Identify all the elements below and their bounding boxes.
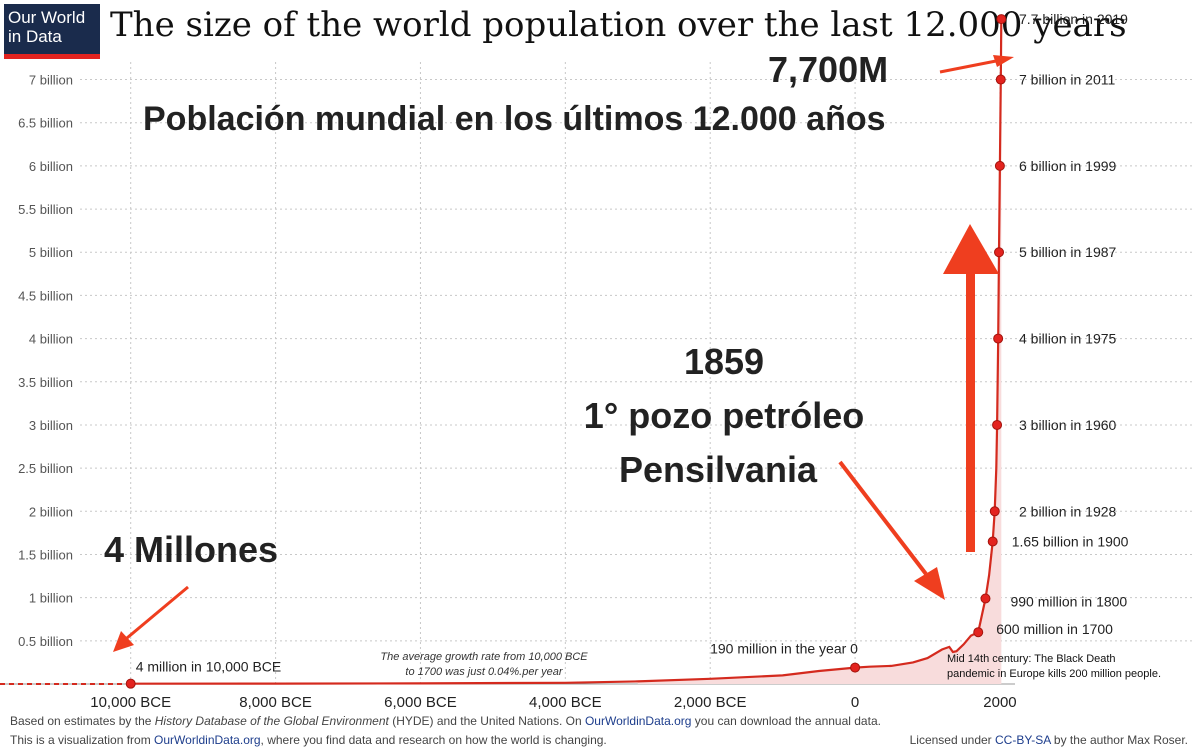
footer-license-link[interactable]: CC-BY-SA <box>995 733 1051 747</box>
y-tick-label: 4.5 billion <box>18 288 73 303</box>
annotation-growth-line-2: to 1700 was just 0.04%.per year <box>405 666 563 678</box>
logo-line-1: Our World <box>8 8 86 27</box>
footer-text-1b: (HYDE) and the United Nations. On <box>388 714 585 728</box>
data-point <box>987 536 998 547</box>
data-label: 7 billion in 2011 <box>1019 72 1115 88</box>
footer-link-owid-2[interactable]: OurWorldinData.org <box>154 733 261 747</box>
x-tick-labels: 10,000 BCE 8,000 BCE 6,000 BCE 4,000 BCE 2,0… <box>90 694 1016 711</box>
x-tick-label: 2000 <box>983 694 1016 711</box>
arrow-to-2019-shaft <box>939 59 997 74</box>
logo-line-2: in Data <box>8 27 62 46</box>
y-tick-label: 3.5 billion <box>18 375 73 390</box>
annotation-plague-line-1: Mid 14th century: The Black Death <box>947 653 1116 665</box>
y-tick-label: 0.5 billion <box>18 634 73 649</box>
y-tick-label: 5 billion <box>29 245 73 260</box>
data-label: 190 million in the year 0 <box>710 641 858 657</box>
y-tick-label: 7 billion <box>29 73 73 88</box>
footer-hyde-name: History Database of the Global Environme… <box>154 714 389 728</box>
data-point <box>973 627 984 638</box>
data-label: 6 billion in 1999 <box>1019 158 1117 174</box>
x-tick-label: 0 <box>851 694 859 711</box>
data-label: 2 billion in 1928 <box>1019 503 1117 519</box>
data-label: 990 million in 1800 <box>1010 594 1127 610</box>
y-tick-label: 3 billion <box>29 418 73 433</box>
arrow-up-head <box>943 224 999 274</box>
annotation-growth-line-1: The average growth rate from 10,000 BCE <box>380 651 588 663</box>
arrow-oil-shaft <box>838 460 928 576</box>
arrow-start-head <box>113 631 134 652</box>
footer-text-2b: , where you find data and research on ho… <box>260 733 607 747</box>
data-label: 3 billion in 1960 <box>1019 417 1117 433</box>
chart-title: The size of the world population over th… <box>110 5 1127 45</box>
owid-logo: Our World in Data <box>4 4 100 59</box>
y-tick-labels: 0.5 billion 1 billion 1.5 billion 2 billion… <box>18 73 73 649</box>
data-point <box>993 333 1004 344</box>
footer-visualization: This is a visualization from OurWorldinD… <box>10 733 607 747</box>
arrow-start-shaft <box>126 585 189 640</box>
footer-source: Based on estimates by the History Databa… <box>10 714 881 728</box>
footer-license-b: by the author Max Roser. <box>1050 733 1188 747</box>
x-tick-label: 6,000 BCE <box>384 694 457 711</box>
x-tick-label: 2,000 BCE <box>674 694 747 711</box>
overlay-start-value: 4 Millones <box>104 529 278 570</box>
arrow-to-2019-head <box>993 55 1014 67</box>
data-label: 5 billion in 1987 <box>1019 244 1117 260</box>
x-tick-label: 4,000 BCE <box>529 694 602 711</box>
footer-text-1a: Based on estimates by the <box>10 714 155 728</box>
y-tick-label: 4 billion <box>29 332 73 347</box>
grid-lines <box>0 62 1195 685</box>
x-tick-label: 10,000 BCE <box>90 694 171 711</box>
overlay-big-value: 7,700M <box>768 49 888 90</box>
overlay-oil-year: 1859 <box>684 341 764 382</box>
footer-link-owid-1[interactable]: OurWorldinData.org <box>584 714 692 728</box>
arrow-up-shaft <box>966 272 975 552</box>
data-label: 4 million in 10,000 BCE <box>136 659 282 675</box>
footer-license-a: Licensed under <box>909 733 996 747</box>
data-point <box>994 247 1005 258</box>
annotation-plague-line-2: pandemic in Europe kills 200 million peo… <box>947 668 1161 680</box>
data-point <box>994 160 1005 171</box>
y-tick-label: 1.5 billion <box>18 547 73 562</box>
footer-license: Licensed under CC-BY-SA by the author Ma… <box>910 733 1188 747</box>
data-point <box>980 593 991 604</box>
footer-text-1c: you can download the annual data. <box>691 714 881 728</box>
data-label: 7.7 billion in 2019 <box>1019 11 1128 27</box>
overlay-oil-well: 1° pozo petróleo <box>584 395 864 436</box>
data-point <box>989 506 1000 517</box>
data-point <box>992 419 1003 430</box>
data-label: 1.65 billion in 1900 <box>1012 534 1129 550</box>
footer-text-2a: This is a visualization from <box>10 733 155 747</box>
data-point <box>850 662 861 673</box>
overlay-layer: 7,700M Población mundial en los últimos 1… <box>104 49 1014 652</box>
y-tick-label: 6.5 billion <box>18 116 73 131</box>
y-tick-label: 1 billion <box>29 591 73 606</box>
y-tick-label: 2.5 billion <box>18 461 73 476</box>
annotations: The average growth rate from 10,000 BCE t… <box>380 651 1161 680</box>
data-label: 4 billion in 1975 <box>1019 331 1117 347</box>
overlay-subtitle: Población mundial en los últimos 12.000 … <box>143 100 886 138</box>
y-tick-label: 5.5 billion <box>18 202 73 217</box>
overlay-oil-place: Pensilvania <box>619 449 818 490</box>
x-tick-label: 8,000 BCE <box>239 694 312 711</box>
data-point <box>996 14 1007 25</box>
data-point <box>125 678 136 689</box>
y-tick-label: 6 billion <box>29 159 73 174</box>
data-points: 4 million in 10,000 BCE 190 million in th… <box>125 11 1129 689</box>
data-point <box>995 74 1006 85</box>
arrow-oil-head <box>914 567 945 600</box>
data-label: 600 million in 1700 <box>996 621 1113 637</box>
y-tick-label: 2 billion <box>29 504 73 519</box>
